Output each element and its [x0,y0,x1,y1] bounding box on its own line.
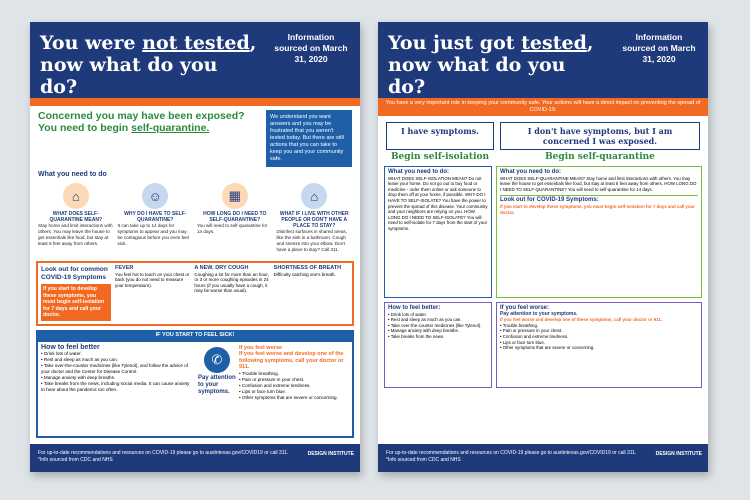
calendar-icon: ▦ [221,183,248,209]
symptom-cough: A NEW, DRY COUGH Coughing a lot for more … [194,265,269,293]
quarantine-column: What you need to do: WHAT DOES SELF-QUAR… [496,166,702,298]
headline: Concerned you may have been exposed? You… [38,110,245,134]
intro-box: We understand you want answers and you m… [266,110,352,167]
feel-better: How to feel better • Drink lots of water… [41,343,190,392]
symptom-fever: FEVER You feel hot to touch on your chest… [115,265,190,288]
phone-icon: ✆ [204,346,230,373]
home-icon: ⌂ [301,183,328,209]
symptom-breath: SHORTNESS OF BREATH Difficulty catching o… [273,265,342,277]
accent-bar [30,98,360,106]
source-date: Information sourced on March 31, 2020 [622,32,696,64]
design-institute-logo: DESIGN INSTITUTE [655,451,702,457]
poster-title: You were not tested, now what do you do? [40,32,257,98]
feel-better: How to feel better: • Drink lots of wate… [384,302,492,388]
poster-not-tested: You were not tested, now what do you do?… [30,22,360,472]
poster-tested: You just got tested, now what do you do?… [378,22,708,472]
footer: For up-to-date recommendations and resou… [30,444,360,472]
col-others: ⌂ WHAT IF I LIVE WITH OTHER PEOPLE OR DO… [277,181,353,253]
poster-header: You just got tested, now what do you do?… [378,22,708,98]
choice-symptoms: I have symptoms. [386,122,494,150]
bottom-box: How to feel better • Drink lots of water… [36,339,354,438]
col-why: ☺ WHY DO I HAVE TO SELF-QUARANTINE? It c… [118,181,194,253]
footer: For up-to-date recommendations and resou… [378,444,708,472]
symptoms-title: Look out for common COVID-19 Symptoms [41,266,108,281]
col-meaning: ⌂ WHAT DOES SELF-QUARANTINE MEAN? Stay h… [38,181,114,253]
design-institute-logo: DESIGN INSTITUTE [307,451,354,457]
begin-isolation: Begin self-isolation [390,152,490,162]
symptoms-warning: If you start to develop these symptoms, … [41,284,111,321]
person-icon: ☺ [142,183,169,209]
choice-no-symptoms: I don't have symptoms, but I am concerne… [500,122,700,150]
symptoms-box: Look out for common COVID-19 Symptoms If… [36,261,354,326]
need-title: What you need to do [38,171,107,178]
feel-worse: ✆ Pay attention to your symptoms. If you… [198,344,344,400]
poster-header: You were not tested, now what do you do?… [30,22,360,98]
feel-worse: If you feel worse: Pay attention to your… [496,302,702,388]
col-how-long: ▦ HOW LONG DO I NEED TO SELF-QUARANTINE?… [197,181,273,253]
subtitle-banner: You have a very important role in keepin… [378,98,708,116]
begin-quarantine: Begin self-quarantine [545,152,655,162]
isolation-column: What you need to do: WHAT DOES SELF-ISOL… [384,166,492,298]
sick-strip: IF YOU START TO FEEL SICK! [36,329,354,340]
source-date: Information sourced on March 31, 2020 [274,32,348,64]
poster-title: You just got tested, now what do you do? [388,32,594,98]
house-icon: ⌂ [62,183,89,209]
